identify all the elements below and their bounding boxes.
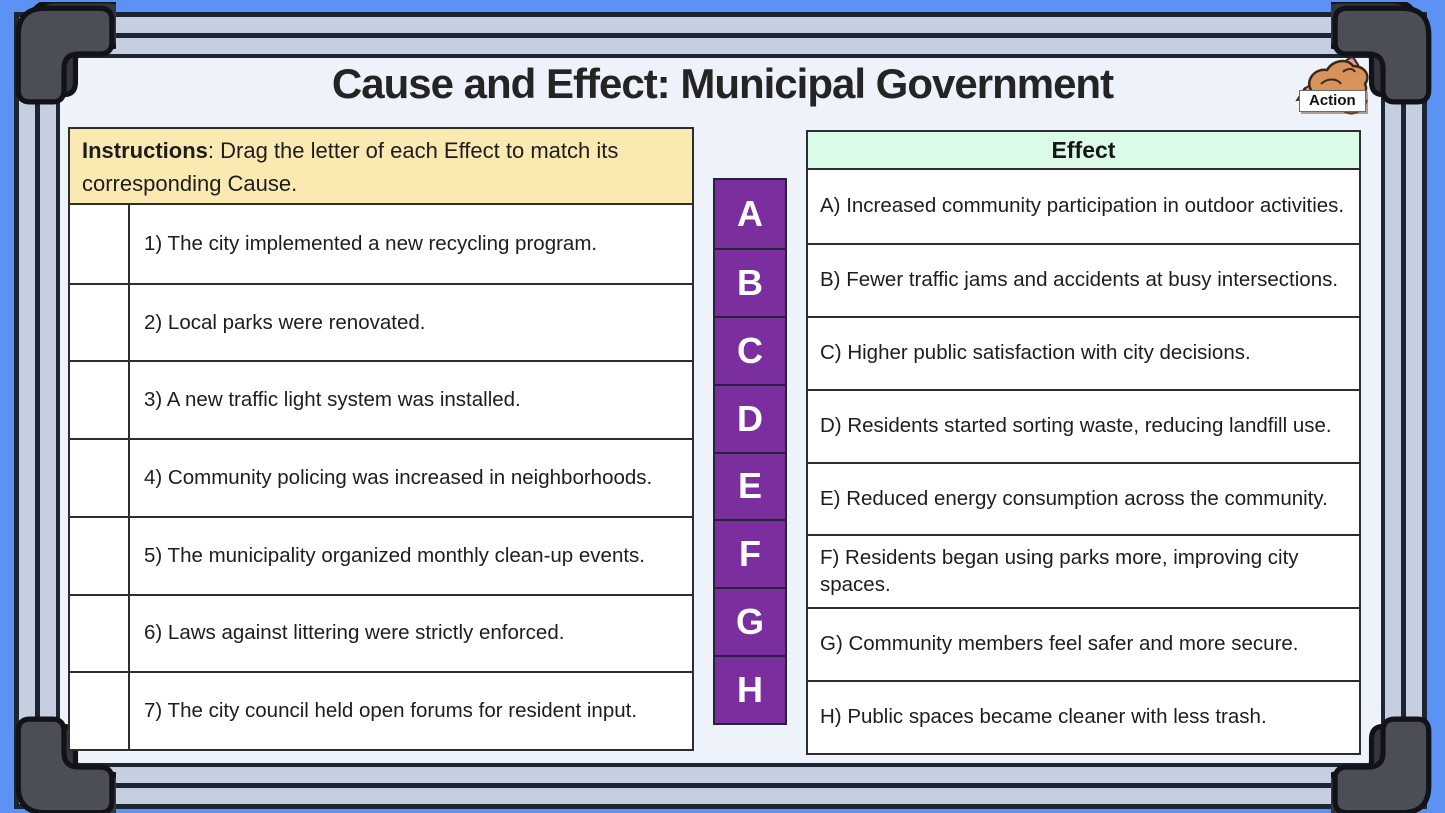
cause-text: 5) The municipality organized monthly cl…	[144, 543, 645, 567]
letter-tile-d[interactable]: D	[715, 383, 785, 452]
action-logo: Action	[1287, 42, 1381, 122]
cause-row: 2) Local parks were renovated.	[70, 282, 692, 361]
cause-answer-cell-5[interactable]	[70, 517, 130, 594]
cause-answer-cell-1[interactable]	[70, 205, 130, 283]
letter-tile-b[interactable]: B	[715, 247, 785, 316]
cause-row: 7) The city council held open forums for…	[70, 671, 692, 749]
cause-row: 3) A new traffic light system was instal…	[70, 360, 692, 439]
letter-tile-c[interactable]: C	[715, 315, 785, 384]
cause-row: 6) Laws against littering were strictly …	[70, 593, 692, 672]
cause-text: 4) Community policing was increased in n…	[144, 465, 653, 489]
cause-table: 1) The city implemented a new recycling …	[68, 205, 694, 751]
effect-item-g: G) Community members feel safer and more…	[808, 607, 1359, 680]
action-logo-label: Action	[1299, 90, 1366, 112]
effect-item-f: F) Residents began using parks more, imp…	[808, 534, 1359, 607]
letter-tile-f[interactable]: F	[715, 519, 785, 588]
letter-tile-a[interactable]: A	[715, 180, 785, 248]
cause-row: 4) Community policing was increased in n…	[70, 438, 692, 516]
effect-item-a: A) Increased community participation in …	[820, 194, 1345, 218]
letter-tile-stack: A B C D E F G H	[713, 178, 787, 725]
instructions-text: : Drag the letter of each Effect to matc…	[82, 138, 619, 196]
effect-table: Effect A) Increased community participat…	[806, 130, 1361, 755]
letter-tile-g[interactable]: G	[715, 587, 785, 656]
effect-item-e: E) Reduced energy consumption across the…	[808, 461, 1359, 535]
cause-text: 7) The city council held open forums for…	[144, 699, 638, 723]
cause-row: 1) The city implemented a new recycling …	[70, 205, 692, 283]
page-title: Cause and Effect: Municipal Government	[331, 60, 1114, 107]
effect-item-h: H) Public spaces became cleaner with les…	[808, 680, 1359, 753]
instructions-label: Instructions	[82, 138, 208, 163]
letter-tile-e[interactable]: E	[715, 451, 785, 520]
letter-tile-h[interactable]: H	[715, 655, 785, 723]
effect-column-header: Effect	[808, 132, 1359, 170]
cause-answer-cell-4[interactable]	[70, 440, 130, 516]
cause-text: 3) A new traffic light system was instal…	[144, 388, 521, 412]
cause-answer-cell-7[interactable]	[70, 673, 130, 749]
instructions-box: Instructions: Drag the letter of each Ef…	[68, 127, 694, 205]
cause-text: 2) Local parks were renovated.	[144, 310, 426, 334]
cause-text: 6) Laws against littering were strictly …	[144, 621, 565, 645]
cause-text: 1) The city implemented a new recycling …	[144, 231, 598, 255]
cause-answer-cell-6[interactable]	[70, 595, 130, 672]
effect-item-b: B) Fewer traffic jams and accidents at b…	[808, 242, 1359, 316]
cause-answer-cell-2[interactable]	[70, 284, 130, 361]
effect-item-c: C) Higher public satisfaction with city …	[808, 315, 1359, 389]
cause-row: 5) The municipality organized monthly cl…	[70, 515, 692, 594]
cause-answer-cell-3[interactable]	[70, 362, 130, 439]
effect-item-d: D) Residents started sorting waste, redu…	[808, 388, 1359, 462]
